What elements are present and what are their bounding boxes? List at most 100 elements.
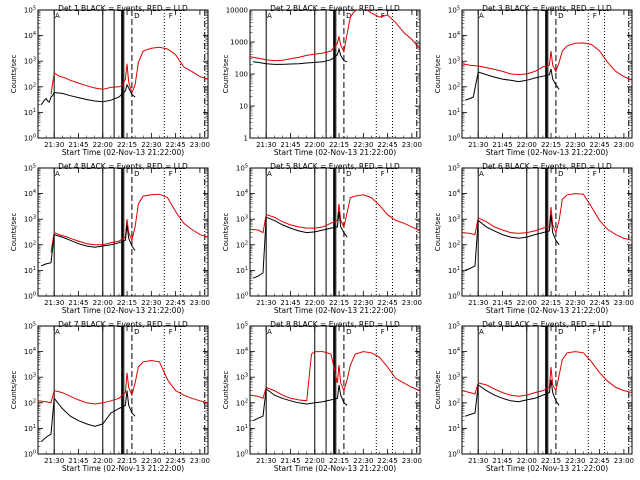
annotation-letter: F — [169, 170, 173, 178]
y-tick-label: 101 — [24, 424, 36, 433]
x-tick-label: 22:15 — [117, 457, 137, 465]
x-tick-label: 22:15 — [329, 457, 349, 465]
x-axis-label: Start Time (02-Nov-13 21:22:00) — [486, 148, 608, 157]
x-tick-label: 22:45 — [590, 299, 610, 307]
panel-4: Det 4 BLACK = Events, RED = LLD 100 101 102… — [10, 162, 210, 315]
y-tick-label: 101 — [24, 108, 36, 117]
y-tick-label: 104 — [236, 347, 248, 356]
annotation-letter: F — [169, 328, 173, 336]
annotation-letter: D — [558, 328, 563, 336]
x-tick-label: 22:30 — [353, 141, 373, 149]
series-events-line — [253, 211, 348, 279]
x-tick-label: 22:45 — [378, 299, 398, 307]
y-axis-label: Counts/sec — [434, 371, 442, 410]
x-tick-label: 22:15 — [541, 299, 561, 307]
x-tick-label: 23:00 — [614, 457, 634, 465]
y-tick-label: 105 — [24, 164, 36, 173]
y-tick-label: 104 — [448, 347, 460, 356]
series-lld-line — [38, 359, 208, 405]
annotation-letter: D — [134, 328, 139, 336]
y-tick-label: 100 — [236, 292, 248, 301]
x-tick-label: 21:30 — [256, 299, 276, 307]
x-tick-label: 23:00 — [190, 299, 210, 307]
x-tick-label: 22:45 — [378, 457, 398, 465]
y-tick-label: 105 — [448, 6, 460, 15]
annotation-letter: A — [267, 12, 272, 20]
x-axis-label: Start Time (02-Nov-13 21:22:00) — [62, 306, 184, 315]
x-tick-label: 21:30 — [468, 141, 488, 149]
y-tick-label: 105 — [236, 322, 248, 331]
y-tick-label: 104 — [448, 31, 460, 40]
annotation-letter: A — [267, 328, 272, 336]
y-tick-label: 105 — [24, 6, 36, 15]
annotation-letter: D — [134, 12, 139, 20]
x-tick-label: 21:30 — [468, 457, 488, 465]
annotation-letter: D — [558, 12, 563, 20]
x-axis-label: Start Time (02-Nov-13 21:22:00) — [274, 306, 396, 315]
series-lld-line — [462, 42, 632, 81]
y-tick-label: 100 — [24, 134, 36, 143]
y-tick-label: 102 — [236, 398, 248, 407]
x-axis-label: Start Time (02-Nov-13 21:22:00) — [274, 464, 396, 473]
annotation-letter: A — [479, 170, 484, 178]
panel-title: Det 2 BLACK = Events, RED = LLD — [270, 4, 400, 13]
y-tick-label: 100 — [448, 450, 460, 459]
x-tick-label: 22:00 — [517, 141, 537, 149]
x-tick-label: 22:15 — [117, 299, 137, 307]
panel-1: Det 1 BLACK = Events, RED = LLD 100 101 102… — [10, 4, 210, 157]
y-tick-label: 105 — [236, 164, 248, 173]
y-tick-label: 100 — [448, 134, 460, 143]
x-tick-label: 21:30 — [44, 299, 64, 307]
x-tick-label: 22:45 — [590, 141, 610, 149]
y-tick-label: 104 — [24, 189, 36, 198]
x-tick-label: 22:00 — [305, 299, 325, 307]
y-tick-label: 1 — [244, 135, 248, 143]
y-tick-label: 104 — [24, 31, 36, 40]
series-events-line — [40, 83, 136, 105]
y-tick-label: 102 — [448, 240, 460, 249]
y-tick-label: 10 — [239, 103, 248, 111]
y-tick-label: 103 — [24, 57, 36, 66]
x-tick-label: 22:30 — [353, 299, 373, 307]
y-tick-label: 100 — [24, 450, 36, 459]
x-tick-label: 22:15 — [541, 457, 561, 465]
y-axis-label: Counts/sec — [10, 55, 18, 94]
y-axis-label: Counts/sec — [222, 213, 230, 252]
panel-title: Det 7 BLACK = Events, RED = LLD — [58, 320, 188, 329]
panel-title: Det 9 BLACK = Events, RED = LLD — [482, 320, 612, 329]
annotation-letter: D — [346, 328, 351, 336]
x-tick-label: 21:45 — [68, 141, 88, 149]
y-tick-label: 105 — [448, 322, 460, 331]
series-events-line — [41, 224, 136, 267]
annotation-letter: F — [593, 328, 597, 336]
x-tick-label: 21:45 — [68, 299, 88, 307]
x-tick-label: 22:30 — [565, 299, 585, 307]
y-axis-label: Counts/sec — [10, 213, 18, 252]
y-tick-label: 103 — [236, 373, 248, 382]
x-axis-label: Start Time (02-Nov-13 21:22:00) — [486, 464, 608, 473]
x-tick-label: 21:45 — [68, 457, 88, 465]
series-events-line — [465, 214, 560, 271]
y-tick-label: 102 — [236, 240, 248, 249]
annotation-letter: F — [169, 12, 173, 20]
x-tick-label: 21:45 — [280, 299, 300, 307]
series-lld-line — [462, 351, 632, 397]
x-tick-label: 22:45 — [166, 141, 186, 149]
x-tick-label: 23:00 — [190, 457, 210, 465]
y-tick-label: 102 — [24, 398, 36, 407]
x-tick-label: 21:30 — [256, 141, 276, 149]
series-events-line — [40, 390, 136, 443]
x-tick-label: 22:15 — [329, 141, 349, 149]
series-lld-line — [250, 10, 420, 62]
x-tick-label: 22:00 — [517, 457, 537, 465]
x-tick-label: 23:00 — [614, 141, 634, 149]
y-tick-label: 101 — [24, 266, 36, 275]
x-tick-label: 21:30 — [468, 299, 488, 307]
annotation-letter: F — [381, 328, 385, 336]
x-tick-label: 22:30 — [565, 457, 585, 465]
panel-3: Det 3 BLACK = Events, RED = LLD 100 101 102… — [434, 4, 634, 157]
annotation-letter: A — [55, 328, 60, 336]
x-tick-label: 21:45 — [492, 141, 512, 149]
x-axis-label: Start Time (02-Nov-13 21:22:00) — [486, 306, 608, 315]
x-axis-label: Start Time (02-Nov-13 21:22:00) — [62, 464, 184, 473]
